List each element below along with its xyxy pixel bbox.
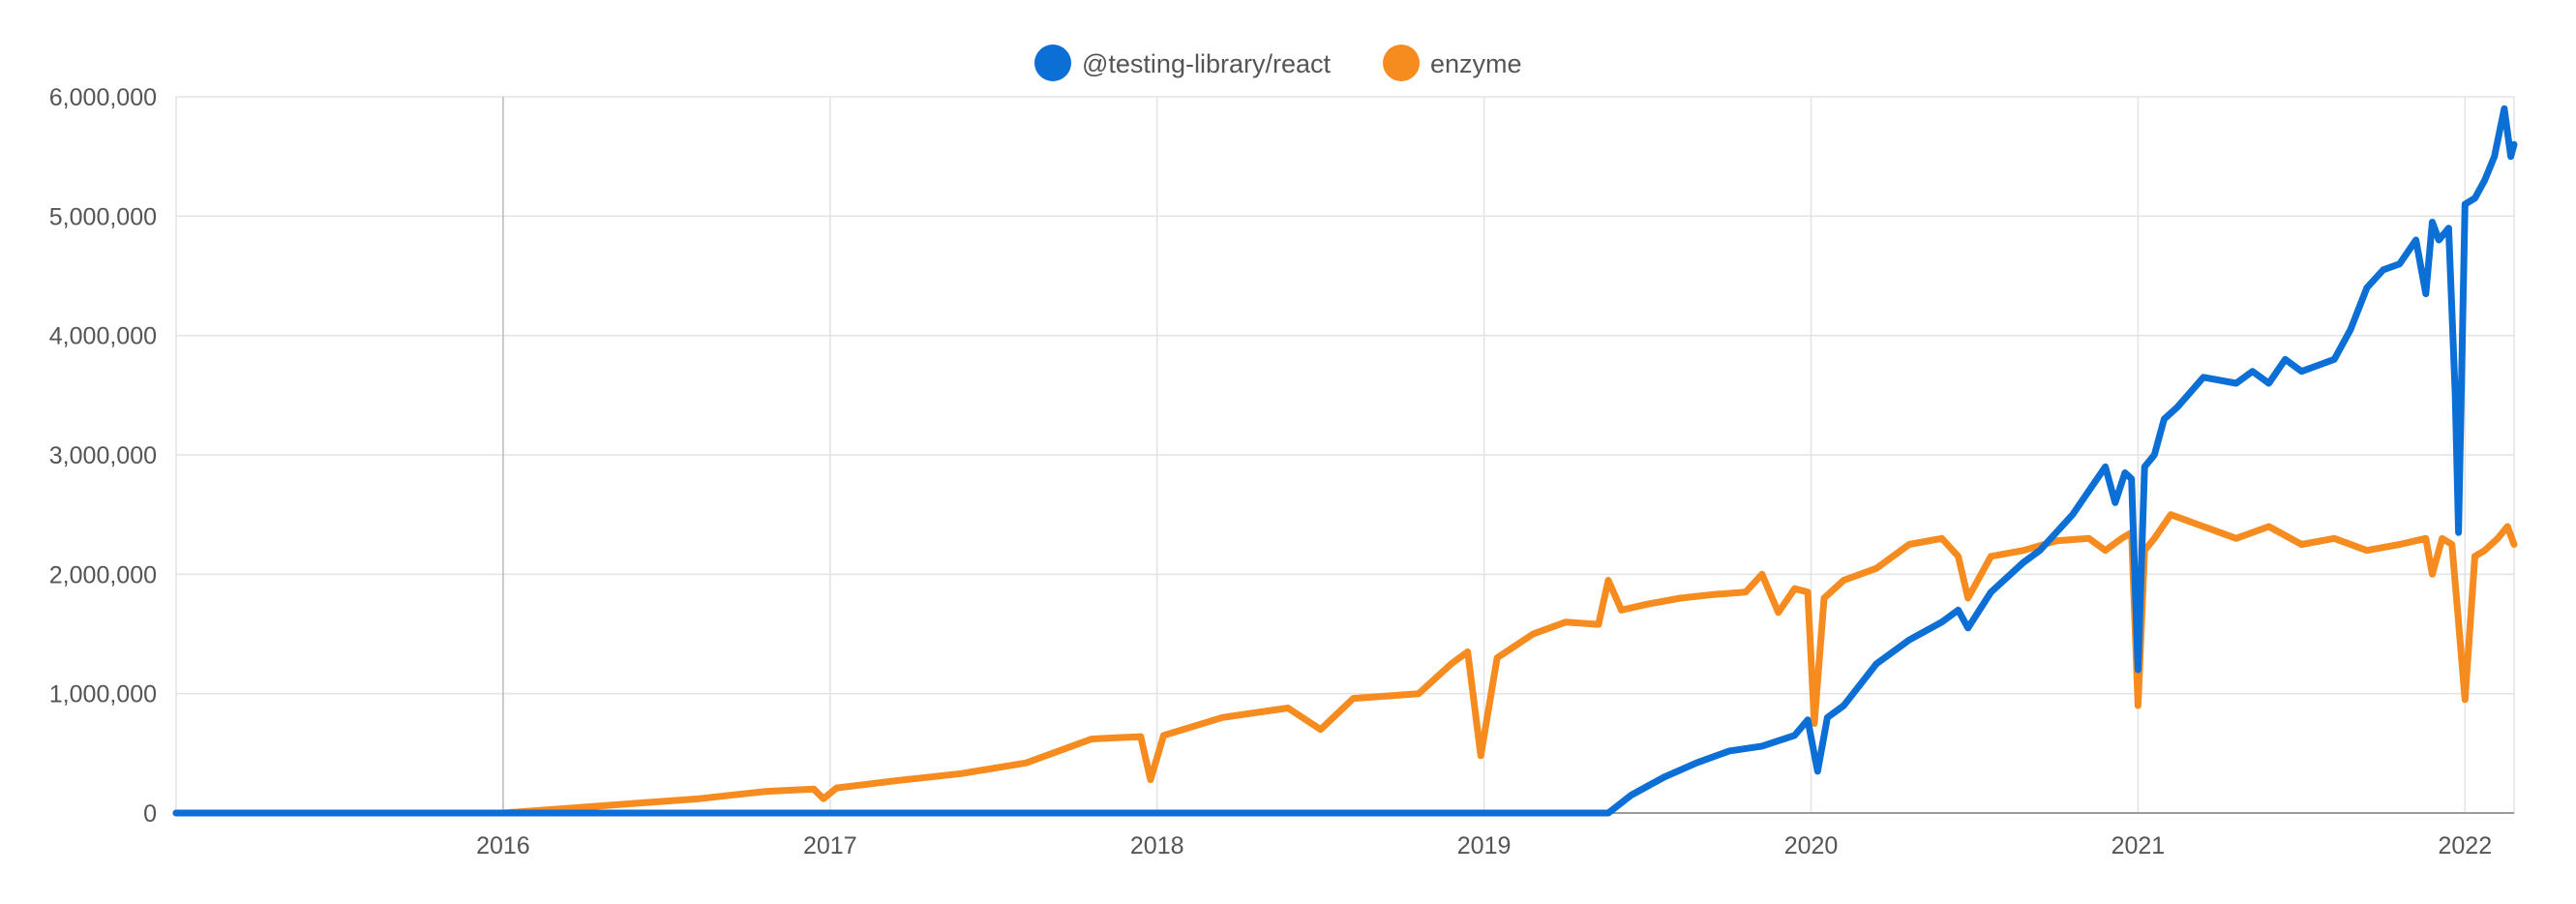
legend-label: enzyme	[1430, 49, 1522, 78]
legend-swatch	[1034, 45, 1071, 81]
x-tick-label: 2016	[476, 832, 530, 859]
y-tick-label: 0	[143, 800, 157, 828]
y-tick-label: 1,000,000	[49, 681, 157, 708]
series-lines	[172, 105, 2518, 817]
x-tick-label: 2019	[1457, 832, 1512, 859]
x-tick-label: 2018	[1130, 832, 1184, 859]
x-tick-label: 2022	[2439, 832, 2493, 859]
y-tick-label: 5,000,000	[49, 203, 157, 230]
legend-swatch	[1383, 45, 1420, 81]
x-tick-label: 2017	[803, 832, 857, 859]
legend-item-1[interactable]: enzyme	[1383, 45, 1522, 81]
x-tick-label: 2021	[2112, 832, 2166, 859]
series-line-1	[172, 511, 2518, 817]
y-tick-label: 4,000,000	[49, 323, 157, 350]
legend-label: @testing-library/react	[1082, 49, 1331, 78]
y-tick-label: 2,000,000	[49, 561, 157, 588]
series-line-0	[172, 105, 2518, 817]
legend-item-0[interactable]: @testing-library/react	[1034, 45, 1331, 81]
x-tick-label: 2020	[1784, 832, 1839, 859]
legend[interactable]: @testing-library/react enzyme	[1034, 45, 1522, 81]
y-tick-label: 3,000,000	[49, 442, 157, 469]
y-tick-label: 6,000,000	[49, 84, 157, 111]
